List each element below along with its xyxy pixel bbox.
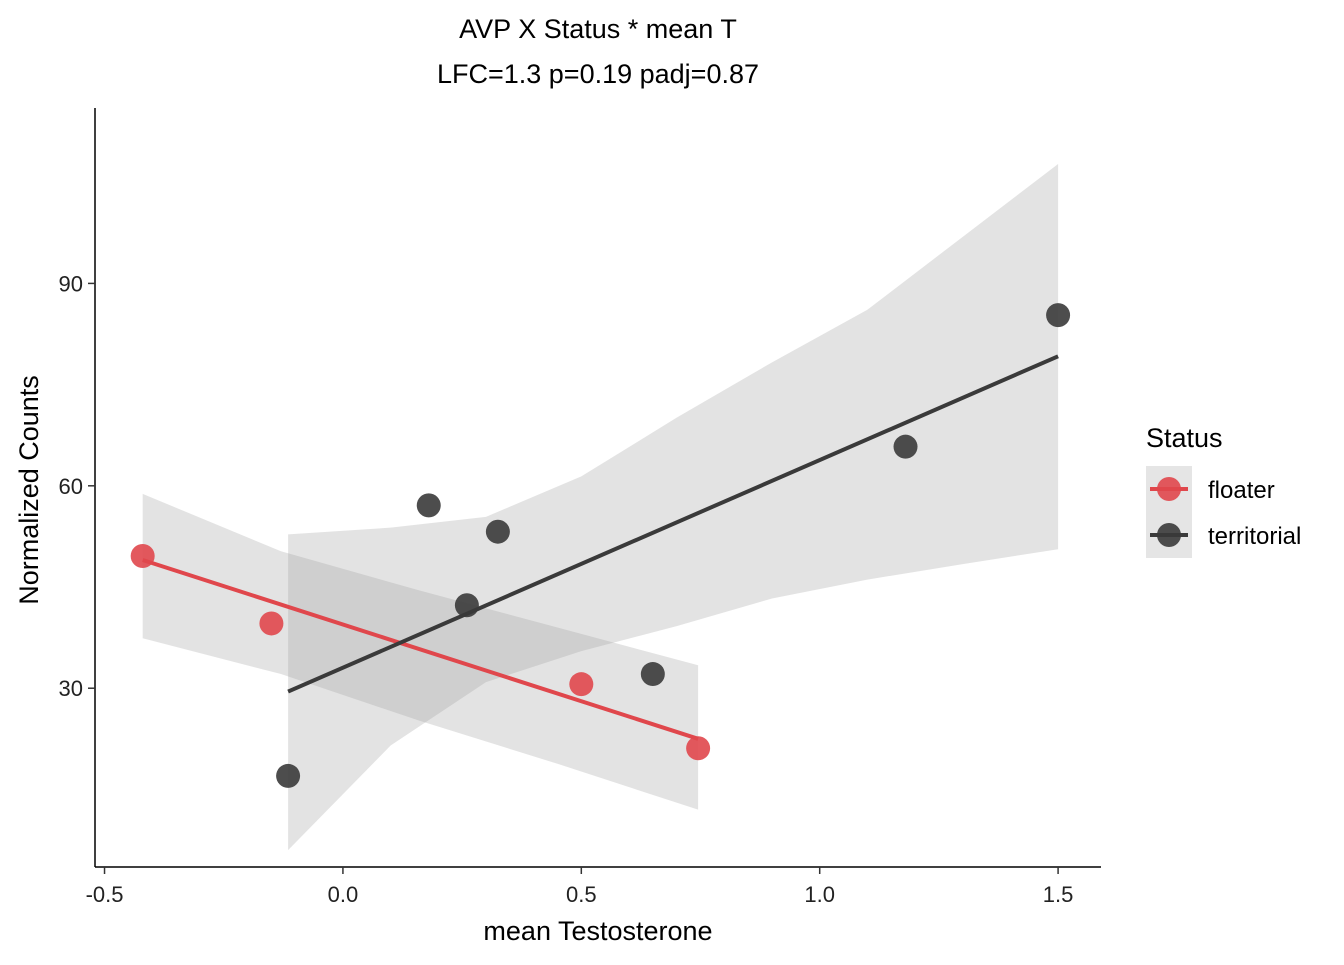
- ci-band-floater: [142, 493, 699, 810]
- data-point-floater-1: [130, 543, 155, 568]
- fit-line-floater: [142, 558, 699, 741]
- data-point-territorial-2: [416, 493, 441, 518]
- chart-subtitle: LFC=1.3 p=0.19 padj=0.87: [437, 59, 759, 89]
- fit-line-territorial: [287, 354, 1059, 694]
- y-tick-label: 90: [59, 271, 83, 296]
- chart-title: AVP X Status * mean T: [459, 14, 737, 44]
- legend-title: Status: [1146, 423, 1223, 453]
- data-point-territorial-1: [276, 763, 301, 788]
- ci-band-territorial: [288, 163, 1059, 851]
- data-point-territorial-3: [454, 593, 479, 618]
- legend: Status floater territorial: [1146, 423, 1301, 558]
- data-point-territorial-5: [640, 662, 665, 687]
- x-tick-label: 0.0: [328, 882, 359, 907]
- axes: -0.5 0.0 0.5 1.0 1.5 30 60 90: [59, 108, 1101, 907]
- legend-label-floater: floater: [1208, 477, 1275, 504]
- y-tick-label: 30: [59, 676, 83, 701]
- x-tick-label: 1.0: [804, 882, 835, 907]
- x-axis-label: mean Testosterone: [483, 916, 712, 946]
- data-point-floater-4: [686, 736, 711, 761]
- x-tick-label: -0.5: [86, 882, 124, 907]
- x-tick-label: 1.5: [1043, 882, 1074, 907]
- data-point-floater-3: [569, 672, 594, 697]
- y-axis-label: Normalized Counts: [14, 375, 44, 605]
- plot-area: [130, 163, 1071, 851]
- y-tick-label: 60: [59, 474, 83, 499]
- legend-key-point-territorial: [1157, 523, 1181, 547]
- legend-key-point-floater: [1157, 477, 1181, 501]
- data-point-territorial-7: [1046, 303, 1071, 328]
- data-point-floater-2: [259, 611, 284, 636]
- x-tick-label: 0.5: [566, 882, 597, 907]
- data-point-territorial-6: [893, 434, 918, 459]
- legend-label-territorial: territorial: [1208, 523, 1301, 550]
- data-point-territorial-4: [485, 519, 510, 544]
